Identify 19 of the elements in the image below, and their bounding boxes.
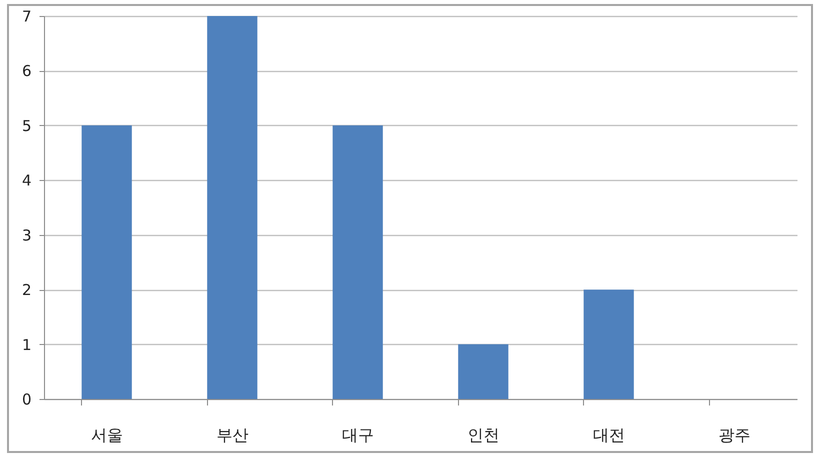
x-tick-label: 광주 [718,426,750,444]
y-tick-label: 3 [22,226,32,244]
y-tick-label: 1 [22,336,32,354]
y-tick-label: 0 [22,390,32,408]
y-tick-label: 5 [22,116,32,135]
y-tick-label: 2 [22,281,32,300]
y-tick-label: 4 [22,172,32,190]
y-tick-label: 6 [22,62,32,80]
bar [207,16,258,399]
x-tick-label: 대구 [342,426,374,444]
bar [584,290,634,399]
x-tick-label: 서울 [90,426,123,444]
bar [82,125,132,399]
y-tick-label: 7 [22,8,32,26]
x-tick-label: 대전 [592,426,625,444]
x-tick-label: 인천 [467,426,500,444]
x-tick-label: 부산 [216,426,248,444]
bar [332,125,383,399]
bar [458,344,508,399]
